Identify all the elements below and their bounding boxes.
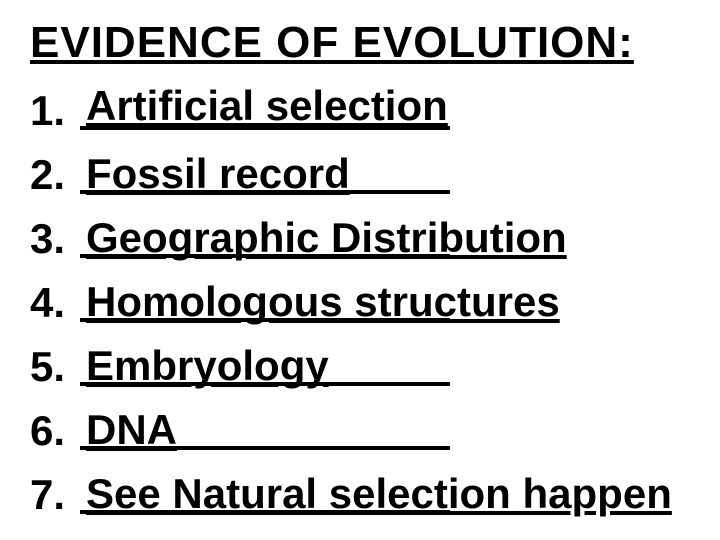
item-answer: Artificial selection (80, 84, 448, 128)
blank-line-wrap: Geographic Distribution (80, 254, 450, 266)
list-item: 1. Artificial selection (30, 74, 700, 138)
item-answer: Homologous structures (80, 280, 560, 324)
item-answer: Fossil record (80, 152, 350, 196)
blank-line-wrap: Fossil record (80, 190, 450, 202)
item-number: 4. (30, 282, 80, 330)
blank-line-wrap: DNA (80, 446, 450, 458)
blank-line-wrap: Artificial selection (80, 126, 450, 138)
item-number: 5. (30, 346, 80, 394)
item-answer: Geographic Distribution (80, 216, 567, 260)
blank-line-wrap: Embryology (80, 382, 450, 394)
item-number: 7. (30, 474, 80, 522)
item-number: 3. (30, 218, 80, 266)
list-item: 3. Geographic Distribution (30, 202, 700, 266)
list-item: 4. Homologous structures (30, 266, 700, 330)
item-number: 2. (30, 154, 80, 202)
item-answer: DNA (80, 408, 177, 452)
list-item: 5. Embryology (30, 330, 700, 394)
item-answer: See Natural selection happen (80, 472, 672, 516)
item-number: 1. (30, 90, 80, 138)
list-item: 2. Fossil record (30, 138, 700, 202)
page-title: EVIDENCE OF EVOLUTION: (30, 18, 700, 68)
item-number: 6. (30, 410, 80, 458)
blank-line-wrap: See Natural selection happen (80, 510, 450, 522)
item-answer: Embryology (80, 344, 329, 388)
list-item: 7. See Natural selection happen (30, 458, 700, 522)
list-item: 6. DNA (30, 394, 700, 458)
evidence-list: 1. Artificial selection 2. Fossil record… (30, 74, 700, 522)
blank-line-wrap: Homologous structures (80, 318, 450, 330)
